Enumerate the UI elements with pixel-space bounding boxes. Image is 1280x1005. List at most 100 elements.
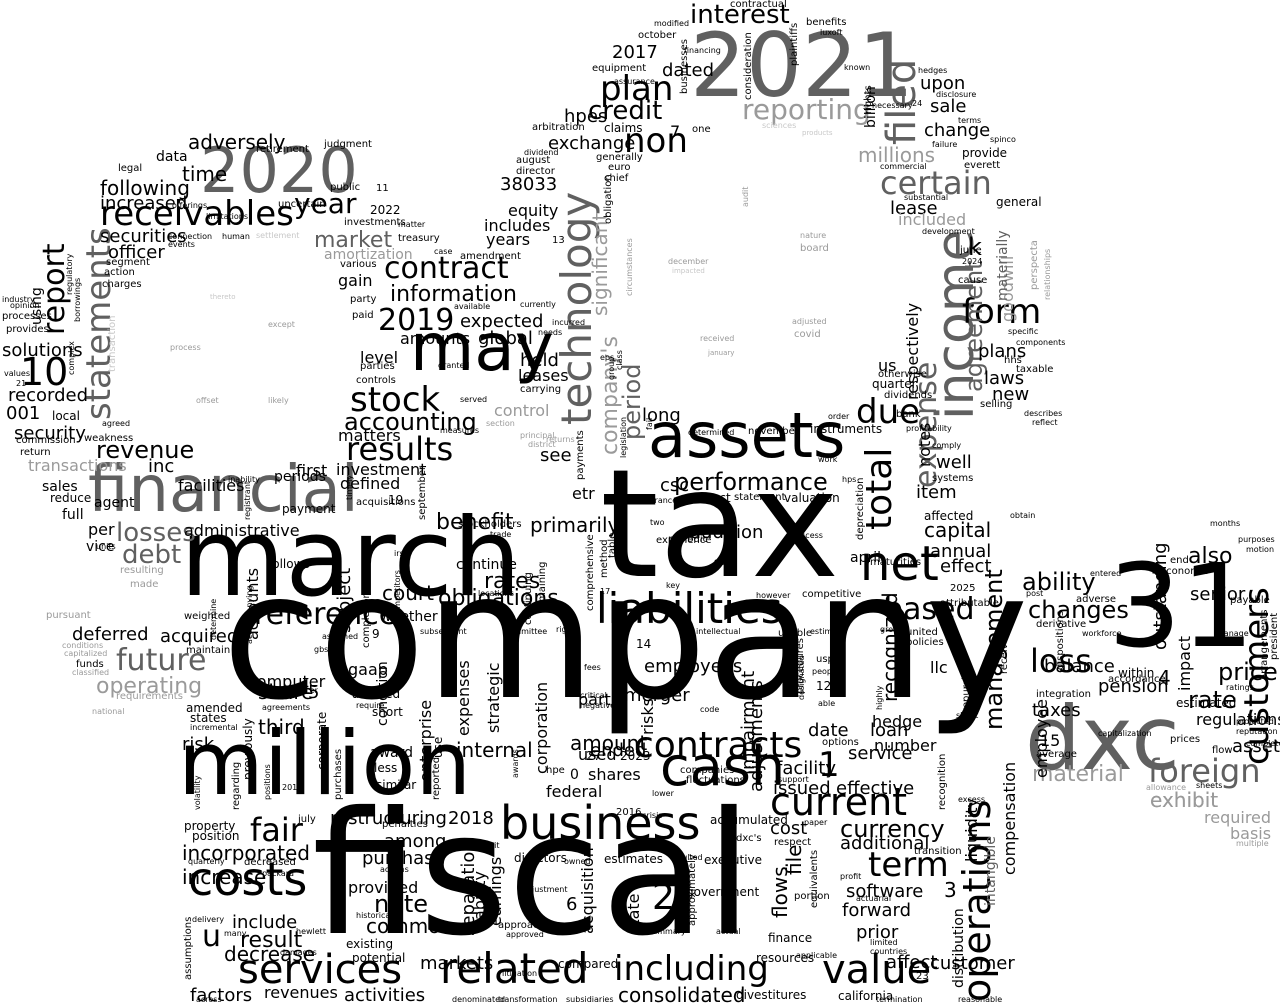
word: controls [356,375,396,386]
word: non [624,121,688,161]
word: financial [88,453,359,527]
word: flows [768,866,792,918]
word: included [898,210,967,229]
word: legal [118,163,143,174]
word: competitors [393,570,402,618]
word: risks [638,698,657,735]
word: needs [538,328,563,337]
word: revenue [96,436,195,464]
word: carrying [520,384,562,395]
word: process [170,343,201,352]
word: unable [778,628,813,639]
word: consolidated [618,983,746,1005]
word: specific [1008,327,1039,336]
word: upon [920,73,966,94]
word: required [1204,808,1272,827]
word: months [1210,519,1241,528]
word: 24 [912,99,923,108]
word: paid [352,310,374,321]
word: sciences [762,121,797,130]
word: court [382,581,434,605]
word: obtain [1010,511,1036,520]
word: historical [356,911,393,920]
word: ability [1022,568,1096,596]
word: 2024 [962,257,983,266]
word: prior [856,922,899,943]
word: processes [2,311,52,322]
word: fail [645,417,654,430]
word: right [556,625,575,634]
word: first [296,461,328,480]
word: statement [734,492,786,503]
word: assets [648,399,846,472]
word: complex [67,341,76,375]
word: receivables [100,194,294,234]
word: performance [674,468,828,496]
word: business [500,796,701,850]
word: 6 [566,894,578,915]
word: flow [1212,745,1233,756]
word: loan [870,720,909,741]
word: includes [484,216,551,235]
word: national [92,707,125,716]
word: lower [652,789,674,798]
word: chief [604,173,629,184]
word: arbitration [532,122,585,133]
word: across [196,995,222,1004]
word: reference [254,597,398,632]
word: date [808,720,849,741]
word: see [540,445,572,466]
word: august [516,155,551,166]
word: deferred [72,624,149,645]
word: use [431,736,445,758]
word: options [822,737,859,748]
word: estimated [1176,696,1237,710]
word: matters [338,426,401,445]
word: describes [1024,409,1063,418]
word: divestitures [736,988,807,1002]
word: packard [262,869,294,878]
word: administrative [184,521,300,540]
word: compensation [1000,761,1019,875]
word: defined [340,474,401,493]
word: values [4,369,31,378]
word: however [756,591,791,600]
word: applicable [796,951,838,960]
word: csc [660,475,690,496]
word: delivery [192,915,225,924]
word: people [812,667,840,676]
word: growth [880,625,908,634]
word: within [1118,666,1155,680]
word: results [346,430,454,468]
word: acquisitions [356,497,416,508]
word: remaining [537,561,548,613]
word: finance [768,931,813,945]
word: service [848,743,913,764]
word: ratings [1226,683,1254,692]
word: markets [420,953,494,974]
word: class [615,350,624,370]
word: assumed [322,632,359,641]
word: projected [1236,717,1274,726]
word: purposes [1238,535,1275,544]
word: board [800,243,829,254]
word: reduce [50,491,92,505]
word: access [796,531,823,540]
word: held [520,350,559,371]
word: reported [431,756,442,800]
word: return [20,447,51,458]
word: 21 [16,379,27,388]
word: many [224,929,247,938]
word: commission [16,435,76,446]
word: gbs [314,645,329,654]
word: follows [268,557,310,571]
word: negative [580,701,615,710]
word: sale [930,96,967,117]
word: resources [756,951,815,965]
word: existing [346,937,394,951]
word: committee [504,627,548,636]
word: conditions [62,641,104,650]
word: otherwise [878,369,927,380]
word: action [104,267,135,278]
word: relationships [1043,248,1052,300]
